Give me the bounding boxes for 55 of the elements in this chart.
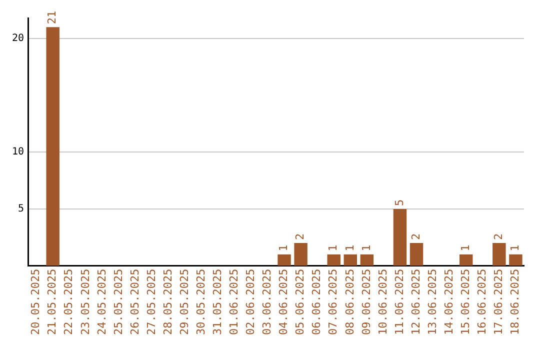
bar: [294, 243, 308, 266]
x-tick-label: 27.05.2025: [144, 268, 158, 336]
x-tick-label: 14.06.2025: [442, 268, 456, 336]
bar: [278, 254, 291, 266]
x-tick-label: 18.06.2025: [508, 268, 522, 336]
x-tick-label: 30.05.2025: [194, 268, 208, 336]
data-label: 2: [294, 233, 307, 240]
data-label: 1: [326, 244, 340, 252]
x-tick-label: 26.05.2025: [128, 268, 142, 336]
x-tick-label: 04.06.2025: [277, 268, 290, 336]
bar: [410, 243, 424, 266]
x-tick-label: 22.05.2025: [62, 268, 76, 336]
x-tick-label: 31.05.2025: [211, 268, 224, 336]
bar: [344, 254, 358, 266]
x-tick-label: 28.05.2025: [161, 268, 174, 336]
bar: [327, 254, 340, 266]
x-tick-label: 23.05.2025: [78, 268, 92, 336]
data-label: 2: [409, 233, 422, 240]
x-tick-label: 24.05.2025: [95, 268, 108, 336]
bar: [509, 254, 522, 266]
x-tick-label: 08.06.2025: [343, 268, 356, 336]
data-label: 2: [492, 233, 506, 240]
data-label: 1: [343, 244, 356, 252]
data-label: 1: [508, 244, 522, 252]
x-tick-label: 07.06.2025: [326, 268, 340, 336]
x-tick-label: 02.06.2025: [244, 268, 258, 336]
bar: [393, 208, 407, 266]
x-tick-label: 15.06.2025: [458, 268, 472, 336]
x-tick-label: 10.06.2025: [376, 268, 390, 336]
x-tick-label: 06.06.2025: [310, 268, 324, 336]
data-label: 1: [360, 244, 373, 252]
x-tick-label: 09.06.2025: [360, 268, 373, 336]
x-tick-label: 12.06.2025: [409, 268, 422, 336]
x-tick-label: 01.06.2025: [228, 268, 241, 336]
x-tick-label: 05.06.2025: [294, 268, 307, 336]
bar: [46, 27, 60, 266]
x-tick-label: 17.06.2025: [492, 268, 506, 336]
bar: [492, 243, 506, 266]
x-tick-label: 16.06.2025: [476, 268, 488, 336]
bar: [459, 254, 473, 266]
x-tick-label: 20.05.2025: [29, 268, 42, 336]
x-tick-label: 11.06.2025: [392, 268, 406, 336]
data-label: 1: [277, 244, 290, 252]
data-label: 21: [46, 10, 59, 24]
x-tick-label: 13.06.2025: [426, 268, 439, 336]
x-tick-label: 03.06.2025: [260, 268, 274, 336]
y-tick-label: 5: [18, 204, 24, 215]
x-tick-label: 29.05.2025: [178, 268, 191, 336]
x-tick-label: 25.05.2025: [112, 268, 125, 336]
x-tick-label: 21.05.2025: [46, 268, 59, 336]
y-tick-label: 20: [12, 33, 24, 44]
bar: [360, 254, 374, 266]
data-label: 5: [392, 199, 406, 206]
data-label: 1: [458, 244, 472, 252]
y-tick-label: 10: [12, 146, 24, 158]
